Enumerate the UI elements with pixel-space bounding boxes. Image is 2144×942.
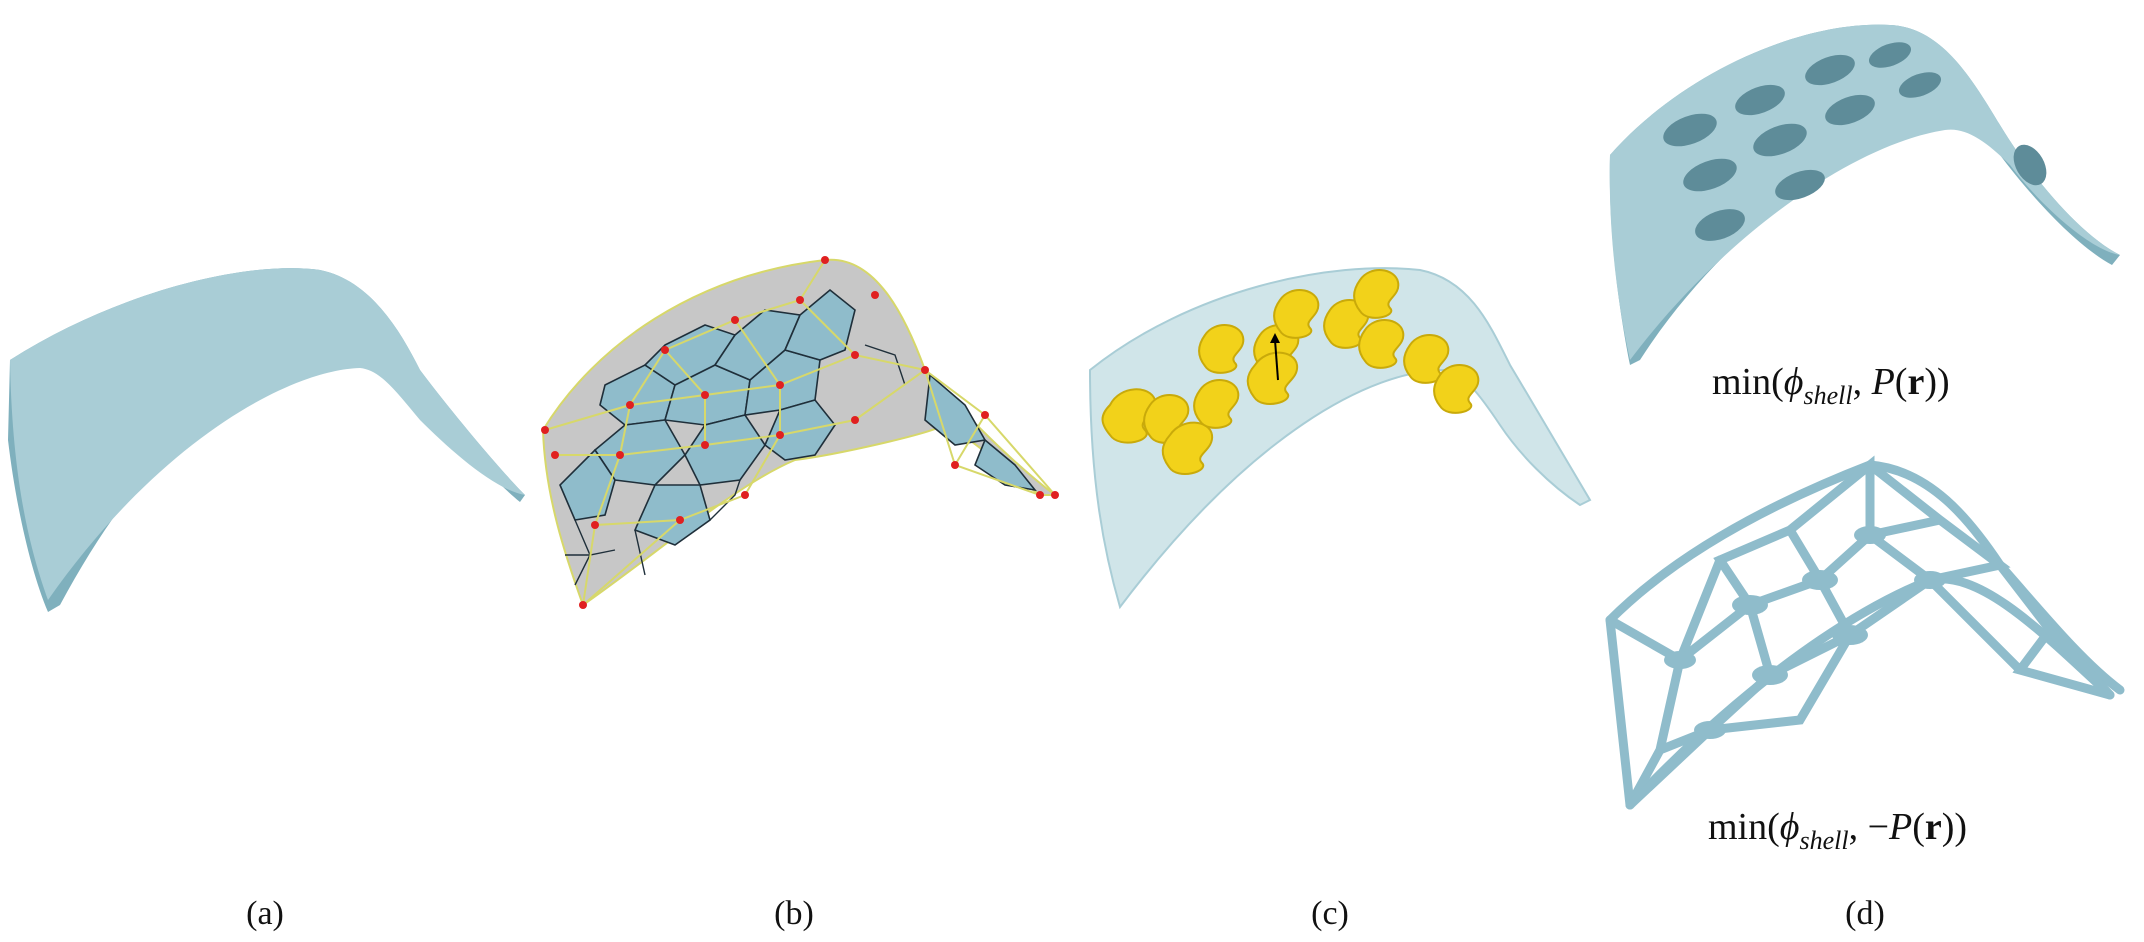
- lattice-nodes: [1664, 526, 1946, 739]
- panel-a-shell: [8, 268, 525, 612]
- panel-b-mesh: [541, 256, 1059, 609]
- voronoi-gray-edges: [565, 344, 906, 586]
- mesh-vertices: [541, 256, 1059, 609]
- caption-d: (d): [1845, 895, 1885, 932]
- shell-d-top-surface: [1609, 24, 2120, 360]
- arrow-up-icon: [1270, 333, 1280, 381]
- formula-solid-shell: min(ϕshell, P(r)): [1712, 361, 1950, 410]
- caption-b: (b): [774, 895, 814, 932]
- panel-d-perforated: [1609, 24, 2120, 365]
- glyph-pieces: [1101, 269, 1480, 475]
- perforation-holes: [1663, 42, 2047, 241]
- formula-lattice-shell: min(ϕshell, −P(r)): [1708, 806, 1968, 855]
- caption-c: (c): [1311, 895, 1349, 932]
- caption-a: (a): [246, 895, 284, 932]
- panel-c-glyphs: [1088, 267, 1592, 610]
- shell-a-surface: [10, 268, 525, 600]
- panel-d-lattice: [1605, 455, 2125, 810]
